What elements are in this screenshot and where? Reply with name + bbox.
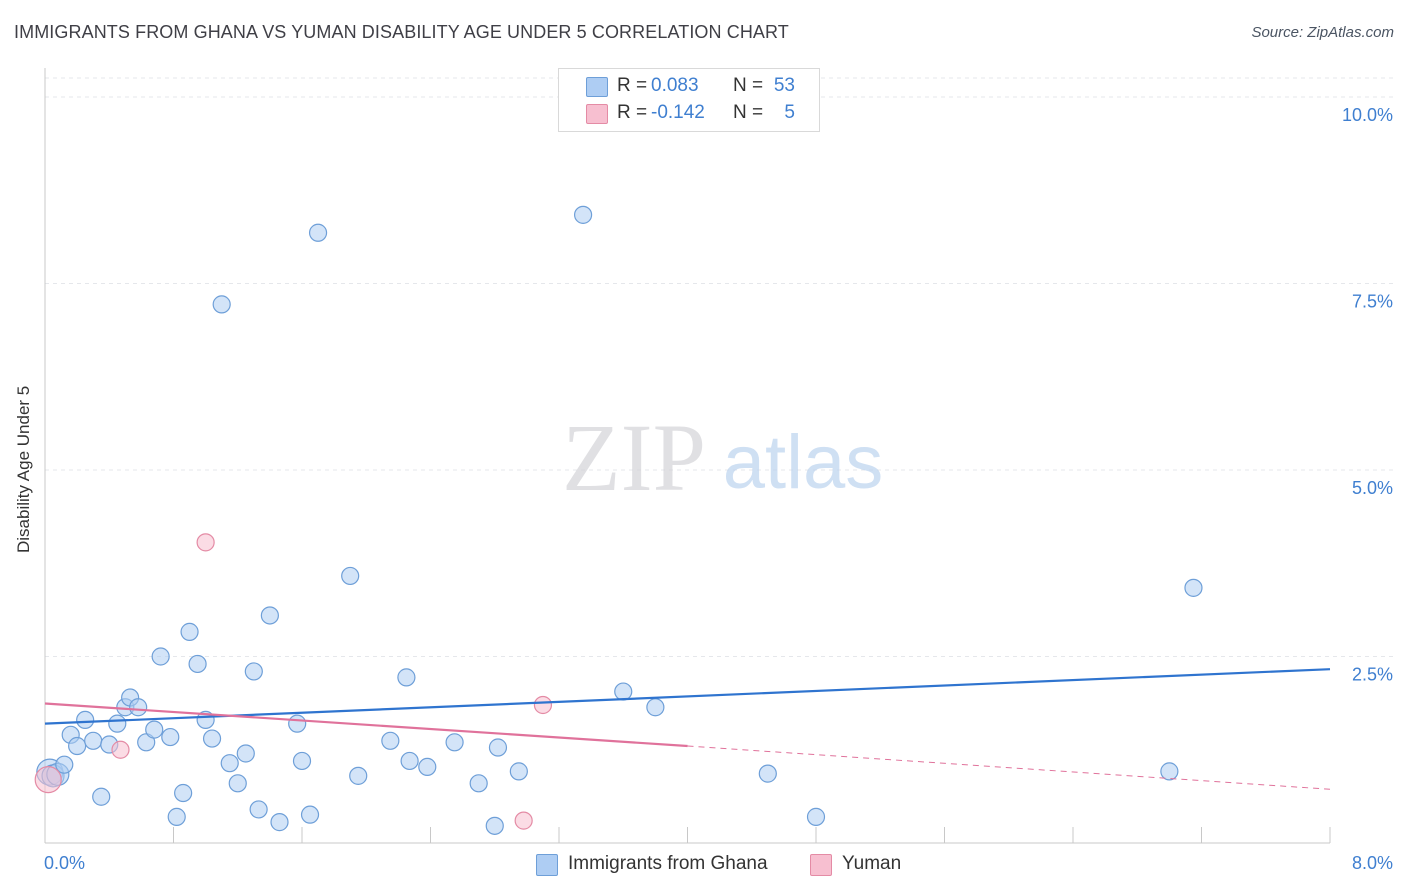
n-value: 53 xyxy=(773,75,795,96)
watermark-atlas: atlas xyxy=(723,420,884,505)
ghana-point xyxy=(236,744,255,763)
yuman-point xyxy=(514,811,533,830)
ghana-point xyxy=(573,205,593,224)
r-label: R = xyxy=(617,75,648,96)
y-axis-label: Disability Age Under 5 xyxy=(14,385,33,553)
data-points xyxy=(34,205,1203,835)
ghana-point xyxy=(260,606,279,625)
ghana-point xyxy=(92,787,111,806)
x-tick-label: 0.0% xyxy=(44,853,85,873)
y-tick-label: 7.5% xyxy=(1352,292,1393,312)
ghana-point xyxy=(180,622,199,641)
ghana-point xyxy=(129,698,148,717)
y-tick-label: 10.0% xyxy=(1342,105,1393,125)
ghana-point xyxy=(76,710,95,730)
ghana-point xyxy=(308,223,328,242)
ghana-point xyxy=(220,754,239,773)
ghana-point xyxy=(806,807,826,826)
r-label: R = xyxy=(617,102,648,123)
ghana-point xyxy=(249,800,268,819)
ghana-point xyxy=(212,295,231,314)
ghana-point xyxy=(758,764,777,783)
chart-title: IMMIGRANTS FROM GHANA VS YUMAN DISABILIT… xyxy=(14,22,789,42)
source-credit: Source: ZipAtlas.com xyxy=(1251,24,1394,41)
ghana-point xyxy=(288,714,307,733)
n-value: 5 xyxy=(784,102,795,123)
ghana-point xyxy=(270,813,289,832)
ghana-point xyxy=(300,805,320,824)
ghana-point xyxy=(469,774,488,793)
x-tick-label: 8.0% xyxy=(1352,853,1393,873)
ghana-point xyxy=(228,774,247,793)
legend-swatch-ghana xyxy=(536,854,558,876)
ghana-point xyxy=(244,662,263,681)
ghana-point xyxy=(397,668,416,687)
ghana-point xyxy=(151,647,170,666)
legend-swatch-yuman xyxy=(810,854,832,876)
ghana-point xyxy=(68,736,87,756)
ghana-swatch xyxy=(586,77,608,97)
yuman-point xyxy=(533,695,553,715)
yuman-point xyxy=(111,740,130,759)
tick-labels: 2.5% 5.0% 7.5% 10.0% 0.0% 8.0% xyxy=(44,105,1393,873)
ghana-point xyxy=(400,751,419,771)
ghana-point xyxy=(188,654,207,674)
ghana-point xyxy=(108,714,127,733)
ghana-point xyxy=(174,783,193,803)
ghana-point xyxy=(349,766,368,785)
ghana-point xyxy=(485,816,504,835)
axes xyxy=(44,68,1331,844)
stats-row-ghana: R = 0.083 N = 53 xyxy=(559,73,819,101)
ghana-point xyxy=(341,566,360,586)
ghana-point xyxy=(418,757,437,777)
stats-legend: R = 0.083 N = 53 R = -0.142 N = 5 xyxy=(558,68,820,132)
ghana-point xyxy=(1160,762,1179,781)
ghana-point xyxy=(1184,578,1203,597)
y-tick-label: 5.0% xyxy=(1352,478,1393,498)
grid-lines xyxy=(45,77,1394,657)
yuman-trend-line xyxy=(44,702,688,748)
ghana-point xyxy=(202,729,222,748)
ghana-point xyxy=(84,731,103,750)
ghana-point xyxy=(614,682,633,701)
yuman-point xyxy=(34,765,62,794)
yuman-point xyxy=(196,533,215,552)
legend-label-ghana: Immigrants from Ghana xyxy=(568,853,768,874)
ghana-point xyxy=(509,762,528,781)
trend-lines xyxy=(44,668,1331,790)
watermark: ZIP atlas xyxy=(562,404,883,511)
r-value: 0.083 xyxy=(651,75,699,96)
n-label: N = xyxy=(733,102,764,123)
ghana-point xyxy=(292,751,312,771)
ghana-point xyxy=(445,733,464,752)
ghana-point xyxy=(167,807,186,826)
ghana-point xyxy=(145,720,164,739)
series-legend: Immigrants from Ghana Yuman xyxy=(0,852,1406,878)
yuman-trend-extension xyxy=(687,745,1331,790)
n-label: N = xyxy=(733,75,764,96)
y-tick-label: 2.5% xyxy=(1352,665,1393,685)
r-value: -0.142 xyxy=(651,102,705,123)
ghana-point xyxy=(161,727,180,747)
ghana-point xyxy=(381,731,400,750)
watermark-zip: ZIP xyxy=(562,404,706,511)
ghana-point xyxy=(55,755,74,774)
stats-row-yuman: R = -0.142 N = 5 xyxy=(559,100,819,128)
yuman-swatch xyxy=(586,104,608,124)
ghana-point xyxy=(646,698,665,717)
ghana-point xyxy=(488,738,508,757)
ghana-trend-line xyxy=(44,668,1331,725)
legend-label-yuman: Yuman xyxy=(842,853,902,874)
